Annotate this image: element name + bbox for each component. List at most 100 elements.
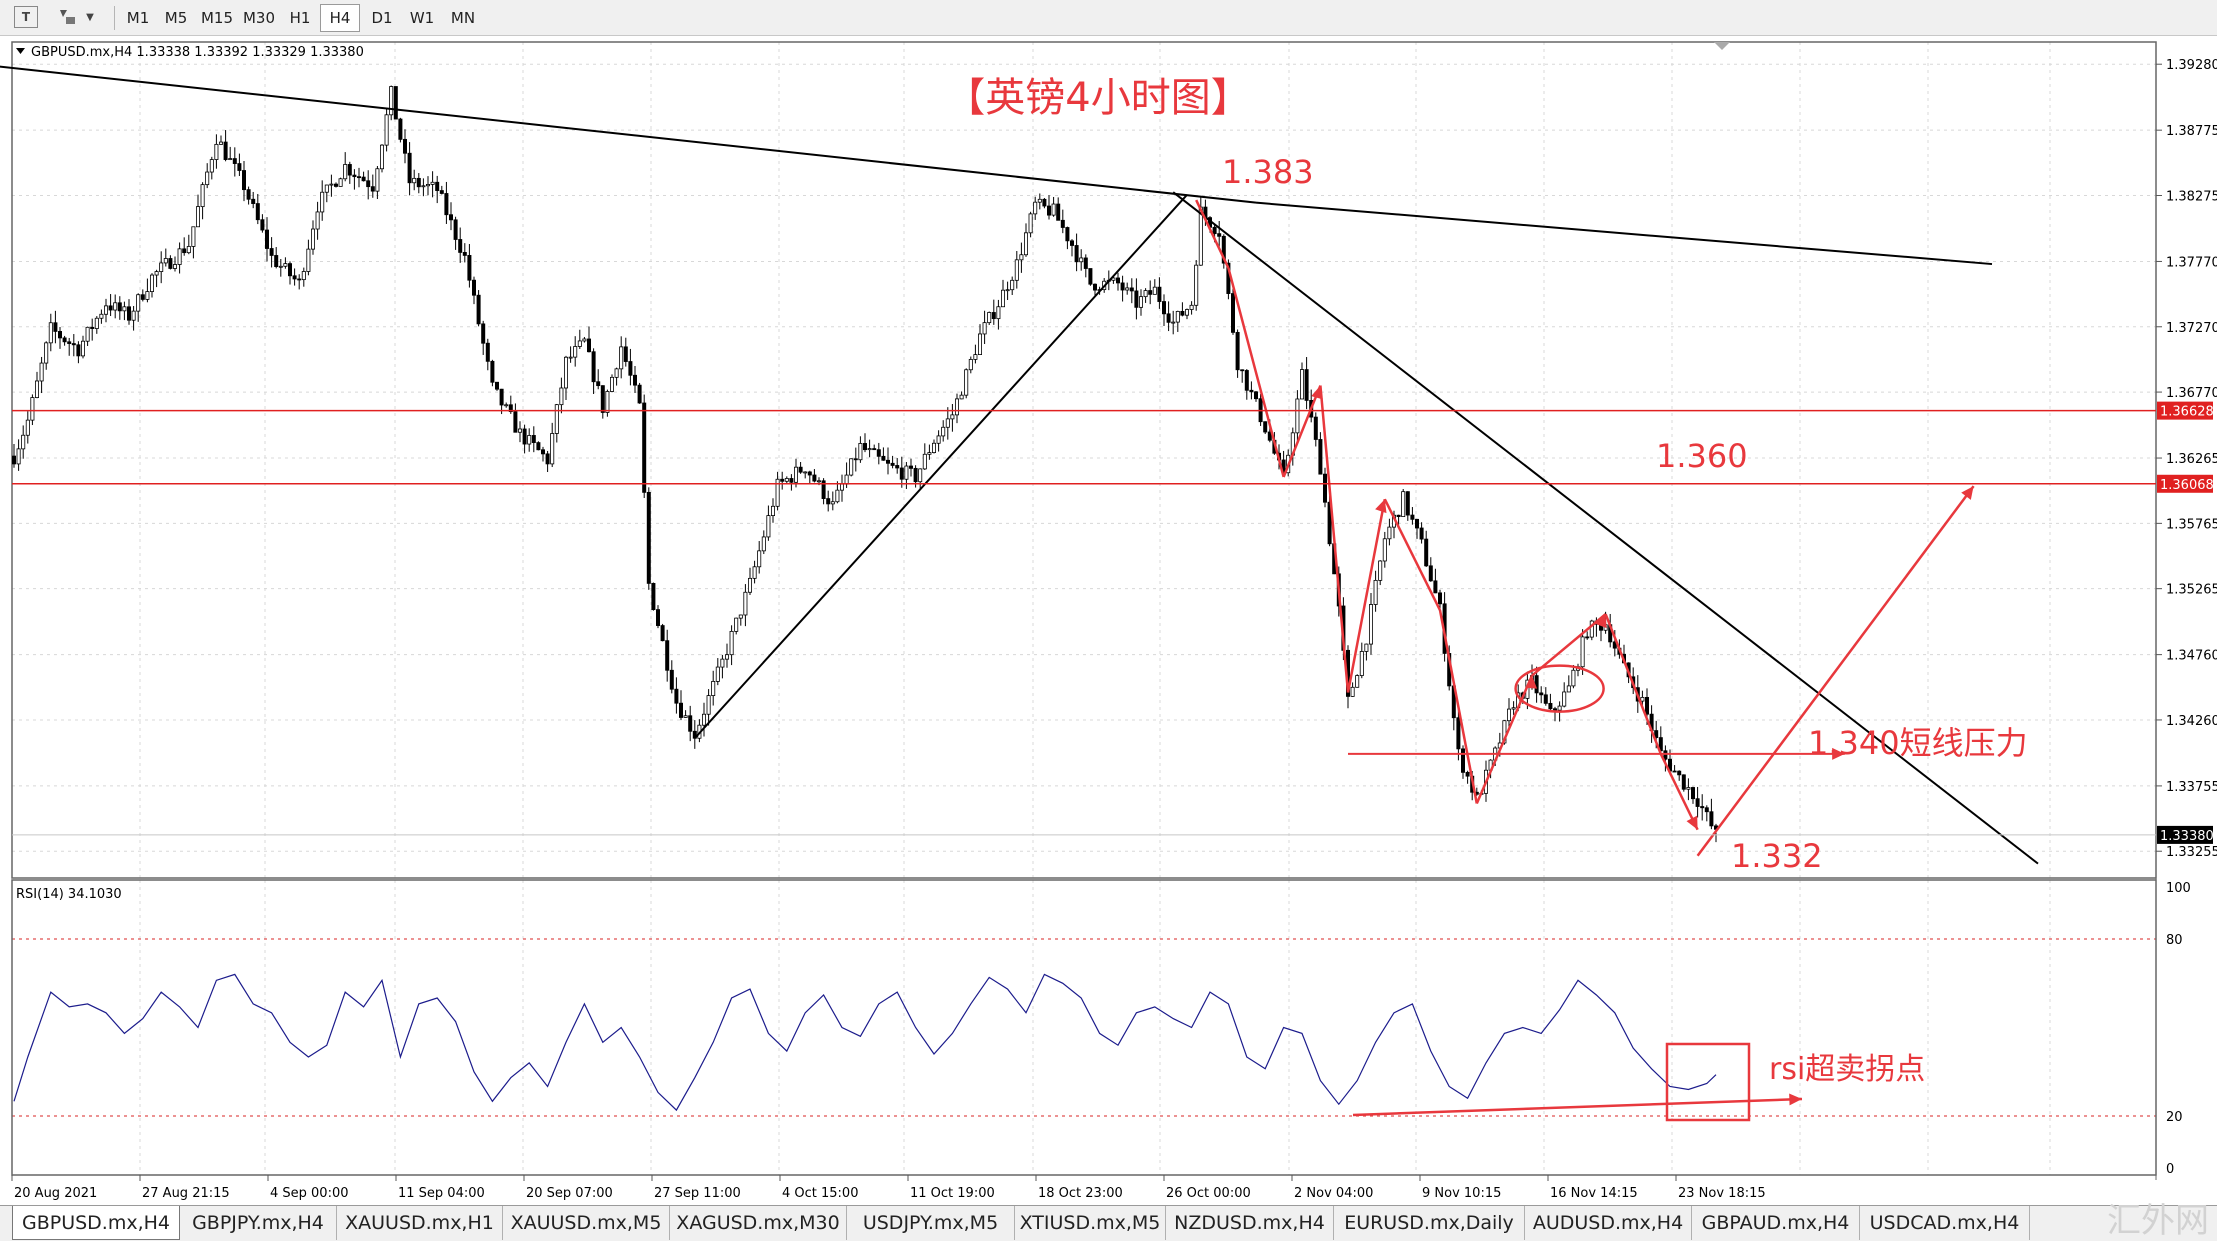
swing-line[interactable] (1195, 199, 1230, 269)
candle-body (1677, 770, 1682, 776)
candle-body (159, 262, 164, 272)
chart-tab[interactable]: USDJPY.mx,M5 (847, 1206, 1015, 1240)
chart-tab[interactable]: NZDUSD.mx,H4 (1166, 1206, 1334, 1240)
price-label-box (2157, 825, 2213, 844)
candle-body (412, 177, 417, 184)
timeframe-d1[interactable]: D1 (371, 9, 393, 27)
candle-body (623, 346, 628, 362)
candle-body (246, 189, 251, 200)
candle-body (1125, 287, 1130, 291)
trendline-resistance[interactable] (0, 64, 1257, 204)
timeframe-h1[interactable]: H1 (289, 9, 311, 27)
candle-body (1373, 579, 1378, 605)
candle-body (260, 219, 265, 231)
chart-tab[interactable]: XAUUSD.mx,H1 (337, 1206, 503, 1240)
rsi-axis: 100 80 20 0 (2166, 881, 2191, 1177)
chart-tab[interactable]: XAUUSD.mx,M5 (503, 1206, 670, 1240)
annotation-1360: 1.360 (1656, 437, 1748, 475)
dropdown-icon[interactable]: ▼ (86, 11, 94, 23)
candle-body (761, 536, 766, 552)
trendline-down[interactable] (1172, 191, 2039, 865)
candle-body (1088, 268, 1093, 285)
objects-icon[interactable] (56, 6, 80, 28)
candle-body (936, 435, 941, 444)
swing-line[interactable] (1475, 675, 1534, 805)
candle-body (1295, 398, 1300, 434)
swing-line[interactable] (1659, 753, 1699, 831)
swing-line[interactable] (1531, 613, 1607, 677)
swing-line[interactable] (1319, 385, 1350, 693)
time-tick-label: 16 Nov 14:15 (1550, 1186, 1638, 1201)
candle-body (1566, 685, 1571, 693)
candle-body (1001, 289, 1006, 308)
timeframe-m15[interactable]: M15 (200, 9, 234, 27)
timeframe-mn[interactable]: MN (450, 9, 476, 27)
candle-body (1511, 707, 1516, 710)
candle-body (904, 465, 909, 480)
highlight-ellipse[interactable] (1514, 664, 1605, 713)
text-icon[interactable]: T (14, 6, 38, 28)
chart-tab[interactable]: XAGUSD.mx,M30 (670, 1206, 847, 1240)
candle-body (844, 474, 849, 485)
candle-body (895, 465, 900, 469)
candle-body (932, 442, 937, 453)
timeframe-m1[interactable]: M1 (126, 9, 150, 27)
chart-tab[interactable]: GBPAUD.mx,H4 (1692, 1206, 1860, 1240)
candle-body (729, 630, 734, 656)
trendline-support[interactable] (694, 194, 1188, 739)
swing-line[interactable] (1346, 498, 1387, 693)
rsi-divergence-arrow[interactable] (1352, 1097, 1803, 1117)
swing-line[interactable] (1604, 613, 1662, 755)
chart-tab[interactable]: USDCAD.mx,H4 (1860, 1206, 2030, 1240)
candle-body (830, 501, 835, 505)
candle-body (1382, 538, 1387, 562)
chart-tab[interactable]: EURUSD.mx,Daily (1334, 1206, 1525, 1240)
candle-body (315, 211, 320, 230)
candle-body (1424, 538, 1429, 567)
candle-body (890, 462, 895, 466)
candle-body (1042, 198, 1047, 207)
candle-body (278, 265, 283, 268)
price-tick-label: 1.37770 (2166, 255, 2217, 270)
candle-body (1047, 205, 1052, 216)
rsi-tick-label: 20 (2166, 1110, 2183, 1125)
chart-tab[interactable]: GBPJPY.mx,H4 (180, 1206, 337, 1240)
candle-body (1645, 696, 1650, 715)
swing-line[interactable] (1383, 498, 1442, 611)
candle-body (959, 394, 964, 400)
candle-body (554, 404, 559, 434)
timeframe-m5[interactable]: M5 (164, 9, 188, 27)
timeframe-h4[interactable]: H4 (320, 4, 360, 32)
candle-body (90, 326, 95, 329)
time-tick-label: 4 Oct 15:00 (782, 1186, 858, 1201)
price-tick-label: 1.34760 (2166, 649, 2217, 664)
candle-body (205, 171, 210, 186)
swing-line[interactable] (1227, 267, 1285, 478)
candle-body (163, 258, 168, 264)
candle-body (494, 381, 499, 390)
candle-body (1580, 636, 1585, 668)
swing-line[interactable] (1282, 385, 1322, 478)
price-tick-label: 1.34260 (2166, 714, 2217, 729)
candle-body (913, 467, 918, 483)
projection-arrow[interactable] (1696, 485, 1975, 857)
candle-body (752, 566, 757, 579)
candle-body (1704, 807, 1709, 813)
shift-marker-icon[interactable] (1714, 42, 1730, 50)
chart-tab[interactable]: XTIUSD.mx,M5 (1015, 1206, 1166, 1240)
candle-body (1014, 259, 1019, 281)
candle-body (375, 168, 380, 192)
timeframe-m30[interactable]: M30 (242, 9, 276, 27)
chart-menu-icon[interactable] (16, 48, 25, 54)
candle-body (448, 214, 453, 221)
candle-body (1028, 213, 1033, 234)
chart-tab[interactable]: GBPUSD.mx,H4 (12, 1206, 180, 1240)
rsi-label: RSI(14) 34.1030 (16, 887, 122, 902)
chart-tab[interactable]: AUDUSD.mx,H4 (1525, 1206, 1692, 1240)
trendline-resistance[interactable] (1255, 201, 1993, 266)
candle-body (1415, 518, 1420, 529)
candle-body (927, 452, 932, 455)
candle-body (182, 248, 187, 254)
timeframe-w1[interactable]: W1 (409, 9, 435, 27)
swing-line[interactable] (1438, 609, 1479, 804)
